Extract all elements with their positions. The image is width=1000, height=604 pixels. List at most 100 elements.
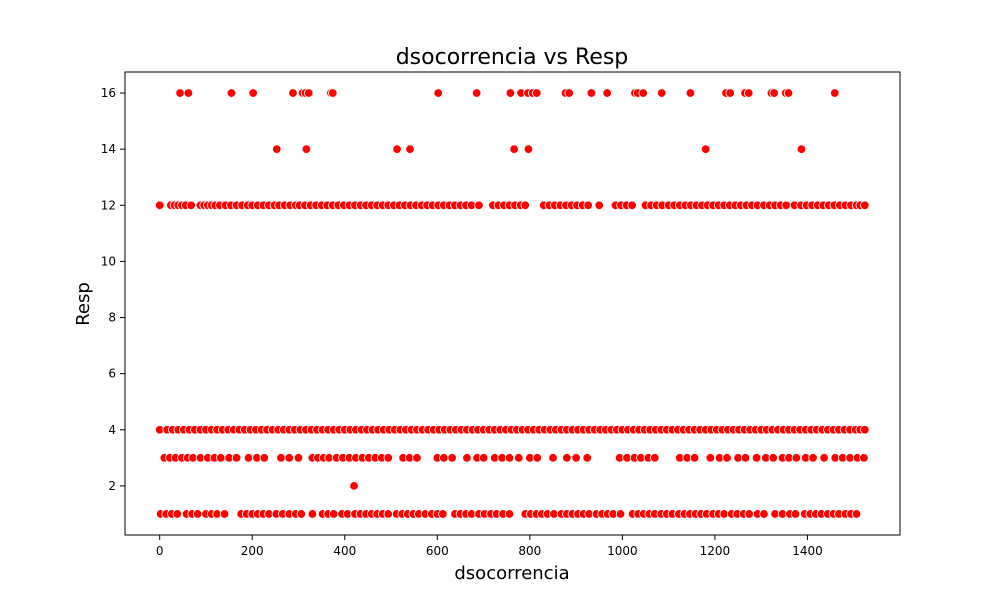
y-tick-label: 8 bbox=[108, 311, 116, 325]
scatter-point bbox=[759, 509, 769, 519]
scatter-point bbox=[328, 509, 339, 519]
scatter-point bbox=[504, 509, 515, 519]
scatter-point bbox=[349, 481, 359, 491]
scatter-point bbox=[532, 453, 542, 463]
scatter-point bbox=[383, 453, 393, 463]
y-tick-label: 14 bbox=[101, 142, 116, 156]
scatter-point bbox=[627, 200, 637, 210]
scatter-point bbox=[819, 453, 829, 463]
points-layer bbox=[154, 88, 870, 519]
scatter-point bbox=[474, 200, 484, 210]
y-axis-ticks: 2 4 6 8 10 12 14 16 bbox=[101, 86, 125, 493]
scatter-point bbox=[405, 144, 415, 154]
scatter-point bbox=[768, 453, 778, 463]
y-tick-label: 16 bbox=[101, 86, 116, 100]
scatter-point bbox=[532, 88, 542, 98]
x-tick-label: 800 bbox=[518, 544, 541, 558]
y-axis-label: Resp bbox=[73, 282, 94, 326]
scatter-point bbox=[615, 509, 626, 519]
scatter-point bbox=[505, 88, 516, 98]
x-tick-label: 600 bbox=[426, 544, 449, 558]
scatter-point bbox=[192, 509, 203, 519]
scatter-point bbox=[520, 200, 530, 210]
scatter-point bbox=[725, 88, 735, 98]
scatter-point bbox=[219, 509, 230, 519]
scatter-point bbox=[859, 453, 869, 463]
scatter-point bbox=[700, 144, 711, 154]
scatter-point bbox=[781, 200, 791, 210]
scatter-point bbox=[328, 88, 338, 98]
scatter-point bbox=[186, 200, 196, 210]
scatter-point bbox=[514, 453, 524, 463]
scatter-point bbox=[433, 88, 443, 98]
scatter-point bbox=[744, 88, 754, 98]
scatter-point bbox=[509, 144, 519, 154]
scatter-point bbox=[307, 509, 318, 519]
x-tick-label: 1400 bbox=[792, 544, 823, 558]
scatter-point bbox=[650, 453, 660, 463]
y-tick-label: 4 bbox=[108, 423, 116, 437]
scatter-point bbox=[293, 453, 304, 463]
scatter-point bbox=[685, 88, 696, 98]
y-tick-label: 10 bbox=[101, 254, 116, 268]
scatter-point bbox=[226, 88, 237, 98]
scatter-point bbox=[638, 88, 648, 98]
scatter-point bbox=[438, 509, 448, 519]
scatter-point bbox=[689, 453, 700, 463]
scatter-point bbox=[791, 453, 802, 463]
scatter-point bbox=[571, 453, 581, 463]
scatter-point bbox=[288, 88, 298, 98]
scatter-point bbox=[830, 88, 840, 98]
scatter-point bbox=[744, 509, 754, 519]
x-tick-label: 1200 bbox=[700, 544, 731, 558]
scatter-point bbox=[243, 453, 254, 463]
scatter-point bbox=[248, 88, 258, 98]
scatter-point bbox=[602, 88, 612, 98]
scatter-point bbox=[594, 200, 604, 210]
y-tick-label: 6 bbox=[108, 367, 116, 381]
scatter-point bbox=[523, 144, 534, 154]
scatter-point bbox=[548, 453, 558, 463]
scatter-point bbox=[860, 425, 870, 435]
scatter-point bbox=[216, 453, 226, 463]
scatter-point bbox=[392, 144, 402, 154]
chart-title: dsocorrencia vs Resp bbox=[396, 45, 629, 70]
scatter-point bbox=[586, 88, 597, 98]
scatter-point bbox=[722, 453, 732, 463]
x-tick-label: 200 bbox=[241, 544, 264, 558]
x-tick-label: 400 bbox=[333, 544, 356, 558]
y-tick-label: 2 bbox=[108, 479, 116, 493]
scatter-point bbox=[272, 144, 282, 154]
scatter-point bbox=[583, 200, 593, 210]
scatter-point bbox=[740, 453, 751, 463]
scatter-point bbox=[471, 88, 482, 98]
scatter-point bbox=[790, 509, 801, 519]
scatter-point bbox=[564, 88, 574, 98]
scatter-point bbox=[447, 453, 457, 463]
scatter-point bbox=[154, 200, 165, 210]
scatter-point bbox=[175, 88, 185, 98]
scatter-point bbox=[412, 453, 422, 463]
scatter-point bbox=[303, 88, 314, 98]
scatter-point bbox=[562, 453, 572, 463]
scatter-point bbox=[439, 453, 449, 463]
scatter-point bbox=[231, 453, 242, 463]
scatter-point bbox=[276, 453, 286, 463]
scatter-point bbox=[462, 453, 472, 463]
scatter-point bbox=[259, 453, 269, 463]
scatter-point bbox=[301, 144, 312, 154]
scatter-point bbox=[796, 144, 807, 154]
scatter-point bbox=[657, 88, 667, 98]
scatter-point bbox=[860, 200, 870, 210]
scatter-point bbox=[284, 453, 294, 463]
x-axis-ticks: 0 200 400 600 800 1000 1200 1400 bbox=[156, 535, 823, 558]
x-axis-label: dsocorrencia bbox=[454, 563, 569, 584]
scatter-point bbox=[504, 453, 515, 463]
x-tick-label: 0 bbox=[156, 544, 164, 558]
scatter-point bbox=[751, 453, 762, 463]
scatter-point bbox=[851, 509, 862, 519]
scatter-point bbox=[705, 453, 716, 463]
scatter-point bbox=[808, 453, 818, 463]
plot-frame bbox=[124, 71, 901, 536]
